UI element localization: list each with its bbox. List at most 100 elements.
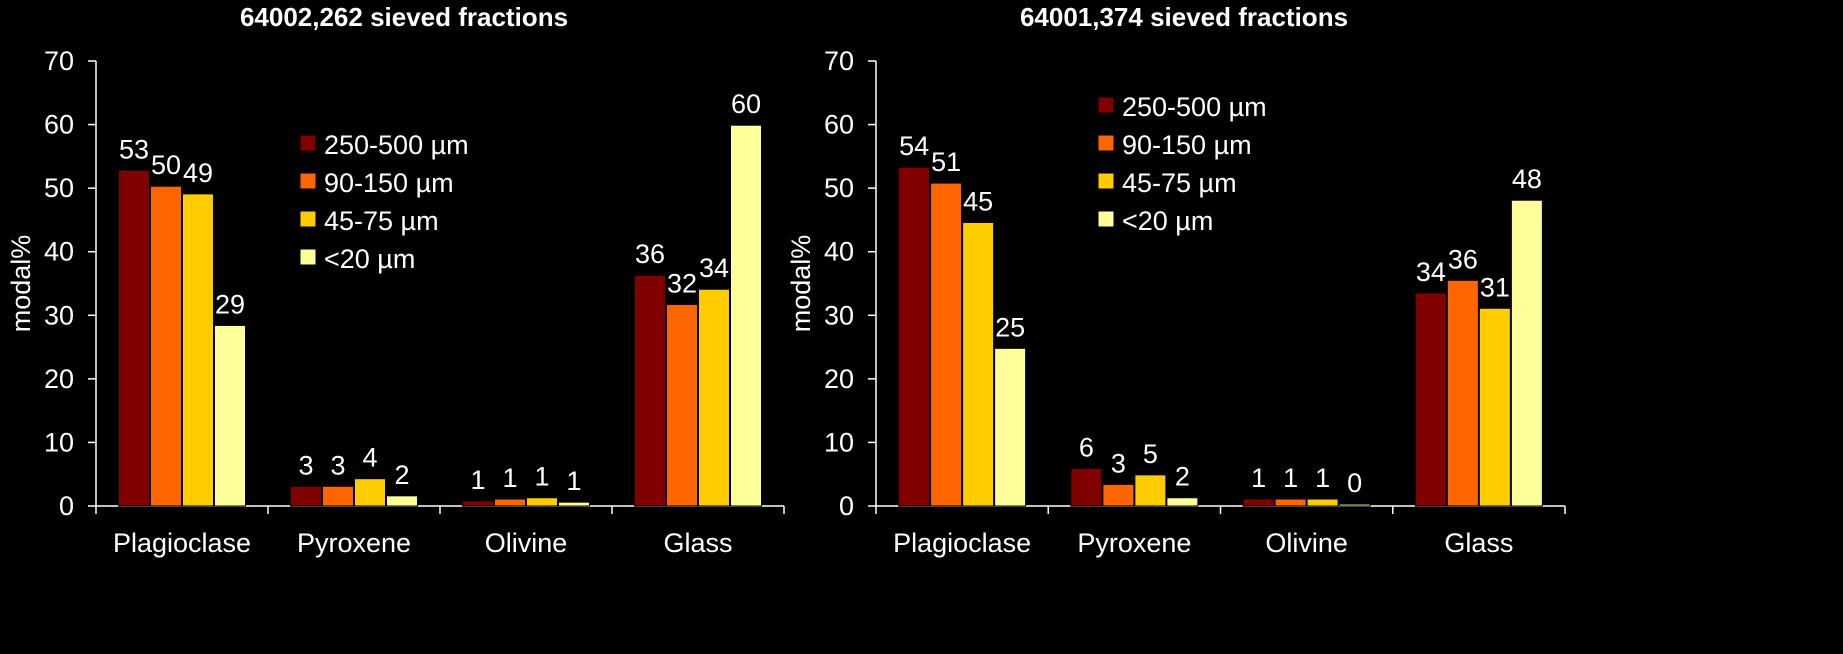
bar-glass-series-4 bbox=[730, 124, 762, 507]
legend-swatch bbox=[1097, 134, 1115, 152]
data-label: 3 bbox=[1111, 448, 1126, 478]
legend-swatch bbox=[299, 210, 317, 228]
bar-olivine-series-2 bbox=[494, 498, 526, 507]
data-label: 49 bbox=[183, 158, 213, 188]
chart-title: 64002,262 sieved fractions bbox=[240, 2, 568, 32]
x-tick-label: Plagioclase bbox=[893, 528, 1031, 558]
data-label: 25 bbox=[995, 312, 1025, 342]
data-label: 1 bbox=[470, 465, 485, 495]
data-label: 60 bbox=[731, 89, 761, 119]
bar-pyroxene-series-3 bbox=[354, 478, 386, 507]
chart-title: 64001,374 sieved fractions bbox=[1020, 2, 1348, 32]
y-tick-label: 20 bbox=[44, 364, 74, 394]
y-tick-label: 30 bbox=[44, 300, 74, 330]
x-tick-label: Plagioclase bbox=[113, 528, 251, 558]
data-label: 3 bbox=[298, 450, 313, 480]
y-tick-label: 70 bbox=[44, 46, 74, 76]
bar-plagioclase-series-4 bbox=[994, 347, 1027, 507]
data-label: 34 bbox=[1416, 257, 1446, 287]
y-tick-label: 50 bbox=[44, 173, 74, 203]
legend-label: <20 µm bbox=[324, 244, 415, 274]
data-label: 48 bbox=[1512, 164, 1542, 194]
y-tick-label: 0 bbox=[59, 491, 74, 521]
data-label: 1 bbox=[534, 462, 549, 492]
bar-pyroxene-series-1 bbox=[290, 485, 322, 507]
x-tick-label: Glass bbox=[663, 528, 732, 558]
bar-pyroxene-series-2 bbox=[1102, 483, 1135, 507]
legend-swatch bbox=[299, 134, 317, 152]
bar-olivine-series-3 bbox=[1306, 498, 1339, 507]
data-label: 2 bbox=[394, 460, 409, 490]
bar-pyroxene-series-2 bbox=[322, 485, 354, 507]
legend-label: <20 µm bbox=[1122, 206, 1213, 236]
bar-plagioclase-series-1 bbox=[118, 169, 150, 507]
bar-plagioclase-series-3 bbox=[962, 221, 995, 507]
bar-olivine-series-3 bbox=[526, 497, 558, 507]
data-label: 5 bbox=[1143, 439, 1158, 469]
data-label: 1 bbox=[502, 463, 517, 493]
bar-olivine-series-4 bbox=[558, 501, 590, 507]
x-tick-label: Olivine bbox=[1265, 528, 1348, 558]
data-label: 4 bbox=[362, 443, 377, 473]
bar-glass-series-4 bbox=[1510, 199, 1543, 507]
legend-swatch bbox=[1097, 96, 1115, 114]
data-label: 29 bbox=[215, 289, 245, 319]
data-label: 36 bbox=[1448, 244, 1478, 274]
data-label: 51 bbox=[931, 147, 961, 177]
bar-olivine-series-1 bbox=[462, 500, 494, 507]
y-tick-label: 0 bbox=[839, 491, 854, 521]
legend-label: 45-75 µm bbox=[324, 206, 439, 236]
data-label: 3 bbox=[330, 450, 345, 480]
y-tick-label: 20 bbox=[824, 364, 854, 394]
bar-plagioclase-series-2 bbox=[150, 185, 182, 507]
bar-glass-series-3 bbox=[698, 288, 730, 507]
data-label: 36 bbox=[635, 239, 665, 269]
bar-olivine-series-1 bbox=[1242, 498, 1275, 507]
y-tick-label: 60 bbox=[824, 110, 854, 140]
legend-label: 250-500 µm bbox=[324, 130, 469, 160]
bar-plagioclase-series-2 bbox=[930, 182, 963, 507]
bar-glass-series-1 bbox=[634, 274, 666, 507]
bar-pyroxene-series-4 bbox=[386, 495, 418, 507]
legend-label: 45-75 µm bbox=[1122, 168, 1237, 198]
bar-plagioclase-series-4 bbox=[214, 324, 246, 507]
bar-plagioclase-series-1 bbox=[898, 166, 931, 507]
data-label: 54 bbox=[899, 131, 929, 161]
y-tick-label: 70 bbox=[824, 46, 854, 76]
y-tick-label: 30 bbox=[824, 300, 854, 330]
legend-label: 90-150 µm bbox=[1122, 130, 1252, 160]
data-label: 6 bbox=[1079, 432, 1094, 462]
legend-label: 250-500 µm bbox=[1122, 92, 1267, 122]
chart-panel-2: 64001,374 sieved fractionsmodal%01020304… bbox=[786, 2, 1566, 558]
legend-swatch bbox=[299, 172, 317, 190]
y-tick-label: 10 bbox=[44, 427, 74, 457]
chart-panel-1: 64002,262 sieved fractions modal% 0 10 20 30 4… bbox=[6, 2, 785, 558]
y-tick-label: 40 bbox=[824, 237, 854, 267]
legend-label: 90-150 µm bbox=[324, 168, 454, 198]
bar-pyroxene-series-4 bbox=[1166, 497, 1199, 507]
bar-pyroxene-series-1 bbox=[1070, 467, 1103, 507]
data-label: 53 bbox=[119, 134, 149, 164]
y-tick-label: 60 bbox=[44, 110, 74, 140]
bar-plagioclase-series-3 bbox=[182, 193, 214, 507]
data-label: 31 bbox=[1480, 272, 1510, 302]
legend-swatch bbox=[1097, 172, 1115, 190]
data-label: 0 bbox=[1347, 468, 1362, 498]
y-axis-label: modal% bbox=[786, 235, 816, 333]
data-label: 2 bbox=[1175, 462, 1190, 492]
data-label: 50 bbox=[151, 150, 181, 180]
y-tick-label: 50 bbox=[824, 173, 854, 203]
x-tick-label: Pyroxene bbox=[1077, 528, 1191, 558]
bar-olivine-series-4 bbox=[1338, 503, 1371, 507]
x-tick-label: Glass bbox=[1444, 528, 1513, 558]
data-label: 1 bbox=[1315, 463, 1330, 493]
legend-swatch bbox=[299, 248, 317, 266]
bar-glass-series-2 bbox=[1446, 279, 1479, 507]
data-label: 1 bbox=[1251, 463, 1266, 493]
y-axis-label: modal% bbox=[6, 235, 36, 333]
x-tick-label: Pyroxene bbox=[297, 528, 411, 558]
bar-glass-series-2 bbox=[666, 303, 698, 507]
data-label: 45 bbox=[963, 186, 993, 216]
x-tick-label: Olivine bbox=[485, 528, 568, 558]
